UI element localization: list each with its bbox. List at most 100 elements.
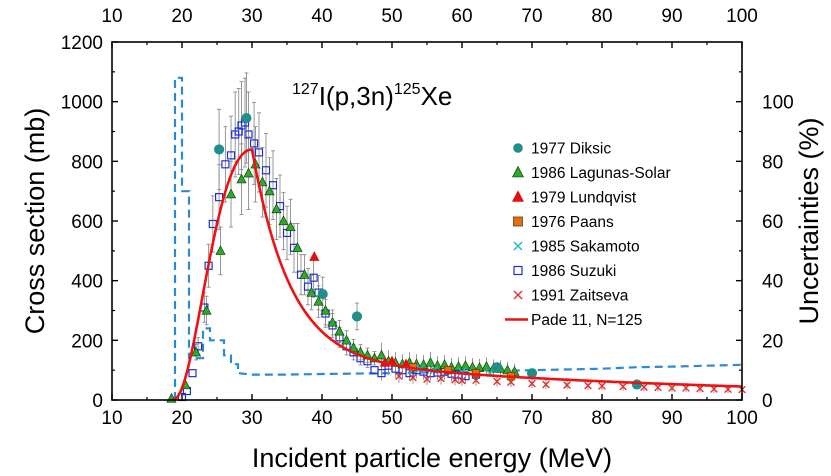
data-point xyxy=(351,311,363,322)
data-point xyxy=(268,181,278,190)
data-point xyxy=(214,144,225,155)
data-point xyxy=(244,130,253,139)
y-tick-label: 0 xyxy=(92,391,103,412)
y2-tick-label: 20 xyxy=(762,331,783,352)
data-point xyxy=(619,382,627,391)
data-point xyxy=(250,139,259,148)
y-tick-label: 200 xyxy=(71,331,103,352)
data-point xyxy=(542,380,550,389)
legend-label-diksic: 1977 Diksic xyxy=(531,141,611,158)
data-point xyxy=(458,376,466,385)
data-point xyxy=(254,148,264,157)
data-point xyxy=(437,374,445,383)
data-point xyxy=(309,251,320,261)
tick-labels-layer: 10 10 20 20 30 30 40 40 50 50 60 60 70 70 80 80 90 90 100 1… xyxy=(61,6,794,429)
data-point xyxy=(491,362,503,373)
pade-curve xyxy=(171,147,742,400)
legend-marker-diksic xyxy=(513,143,523,153)
y-tick-label: 400 xyxy=(71,272,103,293)
x-tick-label-top: 100 xyxy=(726,6,758,27)
reaction-product: Xe xyxy=(421,81,453,111)
x-tick-label-top: 70 xyxy=(521,6,542,27)
legend-marker-paans xyxy=(513,216,523,227)
data-point xyxy=(598,382,606,390)
y2-tick-label: 60 xyxy=(762,212,783,233)
x-tick-label-top: 50 xyxy=(381,6,402,27)
y2-axis-title: Uncertainties (%) xyxy=(794,117,824,324)
x-tick-label-bottom: 40 xyxy=(311,408,332,429)
series-diksic xyxy=(214,112,643,390)
data-point xyxy=(451,375,459,384)
legend-label-sakamoto: 1985 Sakamoto xyxy=(531,239,640,256)
data-point xyxy=(377,369,386,378)
reaction-sup-product: 125 xyxy=(394,81,421,98)
legend-marker-lagunas xyxy=(511,165,525,178)
data-point xyxy=(584,381,592,390)
legend-label-zaitseva: 1991 Zaitseva xyxy=(531,288,629,305)
data-point xyxy=(313,295,324,306)
y-tick-label: 1200 xyxy=(61,33,103,54)
reaction-label: 127I(p,3n)125Xe xyxy=(292,81,452,111)
data-point xyxy=(327,316,338,327)
data-point xyxy=(317,289,328,300)
data-point xyxy=(443,366,453,375)
data-point xyxy=(292,242,303,252)
data-point xyxy=(236,173,247,184)
data-point xyxy=(306,286,317,297)
x-tick-label-bottom: 10 xyxy=(101,408,122,429)
data-point xyxy=(190,346,202,357)
legend-label-suzuki: 1986 Suzuki xyxy=(531,263,616,280)
data-point xyxy=(668,384,676,392)
data-point xyxy=(341,334,352,345)
data-point xyxy=(261,166,271,175)
legend-marker-zaitseva xyxy=(513,290,523,300)
legend-marker-sakamoto xyxy=(513,241,523,251)
legend-marker-suzuki xyxy=(513,265,523,276)
uncertainty-line xyxy=(173,76,742,400)
data-point xyxy=(257,176,268,187)
data-point xyxy=(194,342,203,351)
x-tick-label-bottom: 100 xyxy=(726,408,758,429)
data-point xyxy=(493,377,501,386)
y-axis-title: Cross section (mb) xyxy=(20,108,50,335)
legend-label-lundqvist: 1979 Lundqvist xyxy=(531,190,637,207)
data-point xyxy=(395,372,403,381)
data-point xyxy=(225,188,237,199)
legend: 1977 Diksic 1986 Lagunas-Solar 1979 Lundqv… xyxy=(505,141,671,329)
data-point xyxy=(460,359,471,370)
data-point xyxy=(528,379,536,388)
uncertainty-layer xyxy=(173,76,742,400)
legend-marker-lundqvist xyxy=(511,190,525,202)
data-point xyxy=(299,268,310,279)
y2-tick-label: 0 xyxy=(762,391,773,412)
data-point xyxy=(423,375,431,383)
data-point xyxy=(526,368,538,379)
legend-label-lagunas: 1986 Lagunas-Solar xyxy=(531,165,671,182)
x-tick-label-top: 90 xyxy=(661,6,682,27)
data-point xyxy=(453,360,464,371)
data-point xyxy=(425,357,436,367)
data-point xyxy=(563,381,571,389)
x-tick-label-bottom: 30 xyxy=(241,408,262,429)
reaction-sup-mass: 127 xyxy=(292,81,319,98)
data-point xyxy=(264,185,275,196)
x-tick-label-top: 80 xyxy=(591,6,612,27)
data-point xyxy=(278,215,289,226)
data-point xyxy=(188,369,197,378)
x-tick-label-top: 10 xyxy=(101,6,122,27)
data-point xyxy=(376,349,387,360)
y-tick-label: 600 xyxy=(71,212,103,233)
data-point xyxy=(432,359,443,370)
data-point xyxy=(309,273,318,282)
x-tick-label-bottom: 80 xyxy=(591,408,612,429)
data-point xyxy=(226,151,236,160)
x-axis-title: Incident particle energy (MeV) xyxy=(252,443,612,473)
data-point xyxy=(243,167,254,178)
series-suzuki xyxy=(177,118,481,402)
x-tick-label-top: 30 xyxy=(241,6,262,27)
data-point xyxy=(241,112,252,124)
x-tick-label-bottom: 20 xyxy=(171,408,192,429)
data-point xyxy=(654,383,662,392)
x-tick-label-top: 60 xyxy=(451,6,472,27)
